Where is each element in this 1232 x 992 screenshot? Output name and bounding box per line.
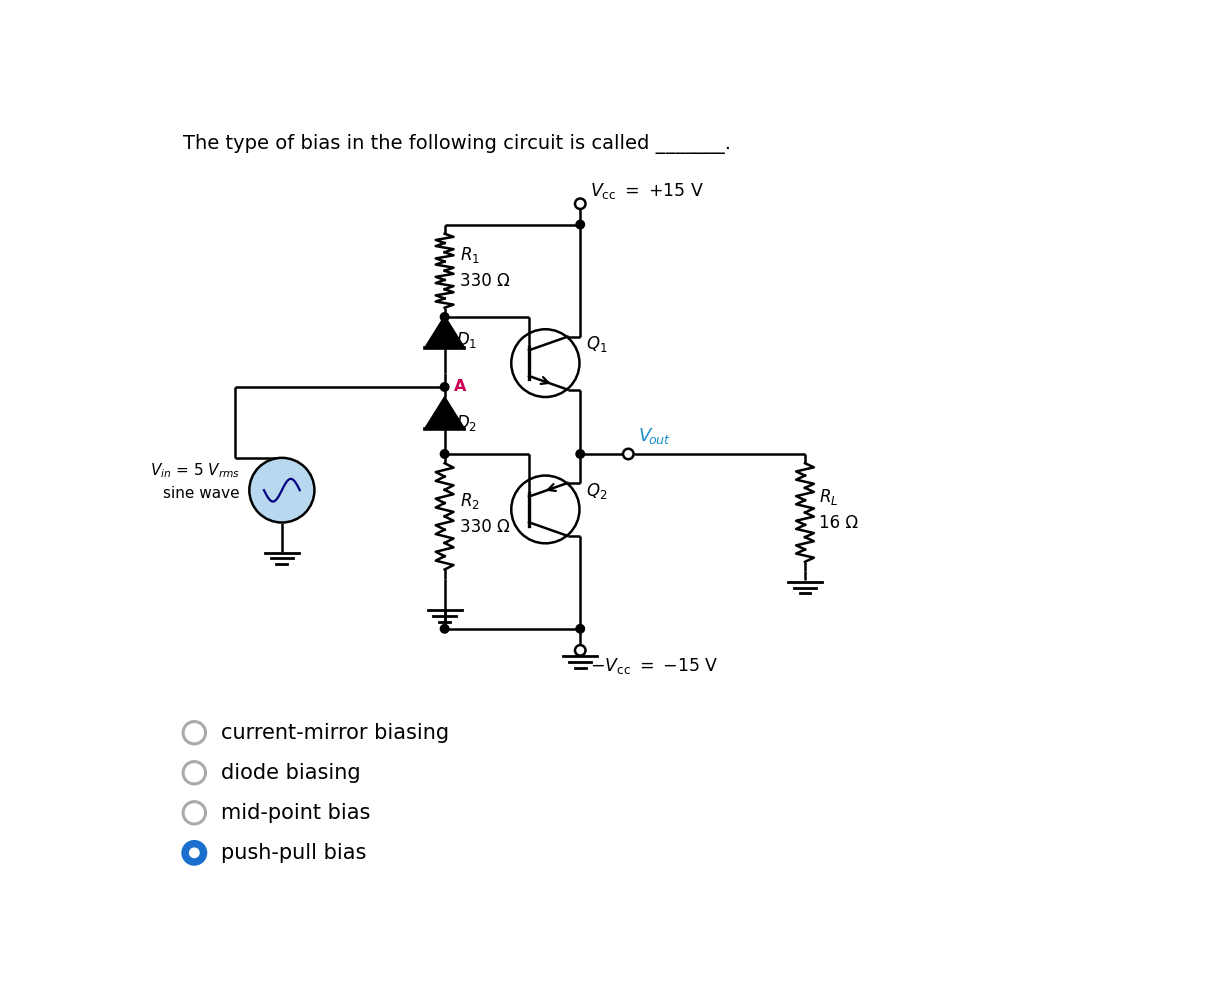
Circle shape <box>184 841 206 864</box>
Circle shape <box>440 625 448 633</box>
Text: $R_2$
330 Ω: $R_2$ 330 Ω <box>460 491 510 536</box>
Circle shape <box>190 848 200 857</box>
Polygon shape <box>425 316 464 348</box>
Circle shape <box>440 312 448 321</box>
Text: $V_{in}$ = 5 $V_{rms}$
sine wave: $V_{in}$ = 5 $V_{rms}$ sine wave <box>150 461 240 501</box>
Text: mid-point bias: mid-point bias <box>221 803 371 822</box>
Text: $V_{\!\mathit{out}}$: $V_{\!\mathit{out}}$ <box>638 427 671 446</box>
Text: $Q_2$: $Q_2$ <box>585 481 607 501</box>
Circle shape <box>577 220 584 229</box>
Text: current-mirror biasing: current-mirror biasing <box>221 723 450 743</box>
Text: The type of bias in the following circuit is called _______.: The type of bias in the following circui… <box>184 135 732 155</box>
Circle shape <box>249 458 314 523</box>
Circle shape <box>577 449 584 458</box>
Circle shape <box>575 645 585 656</box>
Text: push-pull bias: push-pull bias <box>221 843 366 863</box>
Circle shape <box>623 448 633 459</box>
Text: $D_2$: $D_2$ <box>456 413 477 433</box>
Text: diode biasing: diode biasing <box>221 763 361 783</box>
Circle shape <box>440 383 448 391</box>
Text: $R_L$
16 Ω: $R_L$ 16 Ω <box>819 487 857 532</box>
Text: $D_1$: $D_1$ <box>456 330 478 350</box>
Text: $R_1$
330 Ω: $R_1$ 330 Ω <box>460 245 510 290</box>
Circle shape <box>440 449 448 458</box>
Circle shape <box>575 198 585 209</box>
Text: A: A <box>453 379 466 394</box>
Polygon shape <box>425 398 464 429</box>
Text: $Q_1$: $Q_1$ <box>585 334 607 354</box>
Text: $V_{\mathrm{cc}}$ $=$ $+$15 V: $V_{\mathrm{cc}}$ $=$ $+$15 V <box>590 181 703 200</box>
Circle shape <box>577 625 584 633</box>
Text: $-V_{\mathrm{cc}}$ $=$ $-$15 V: $-V_{\mathrm{cc}}$ $=$ $-$15 V <box>590 657 718 677</box>
